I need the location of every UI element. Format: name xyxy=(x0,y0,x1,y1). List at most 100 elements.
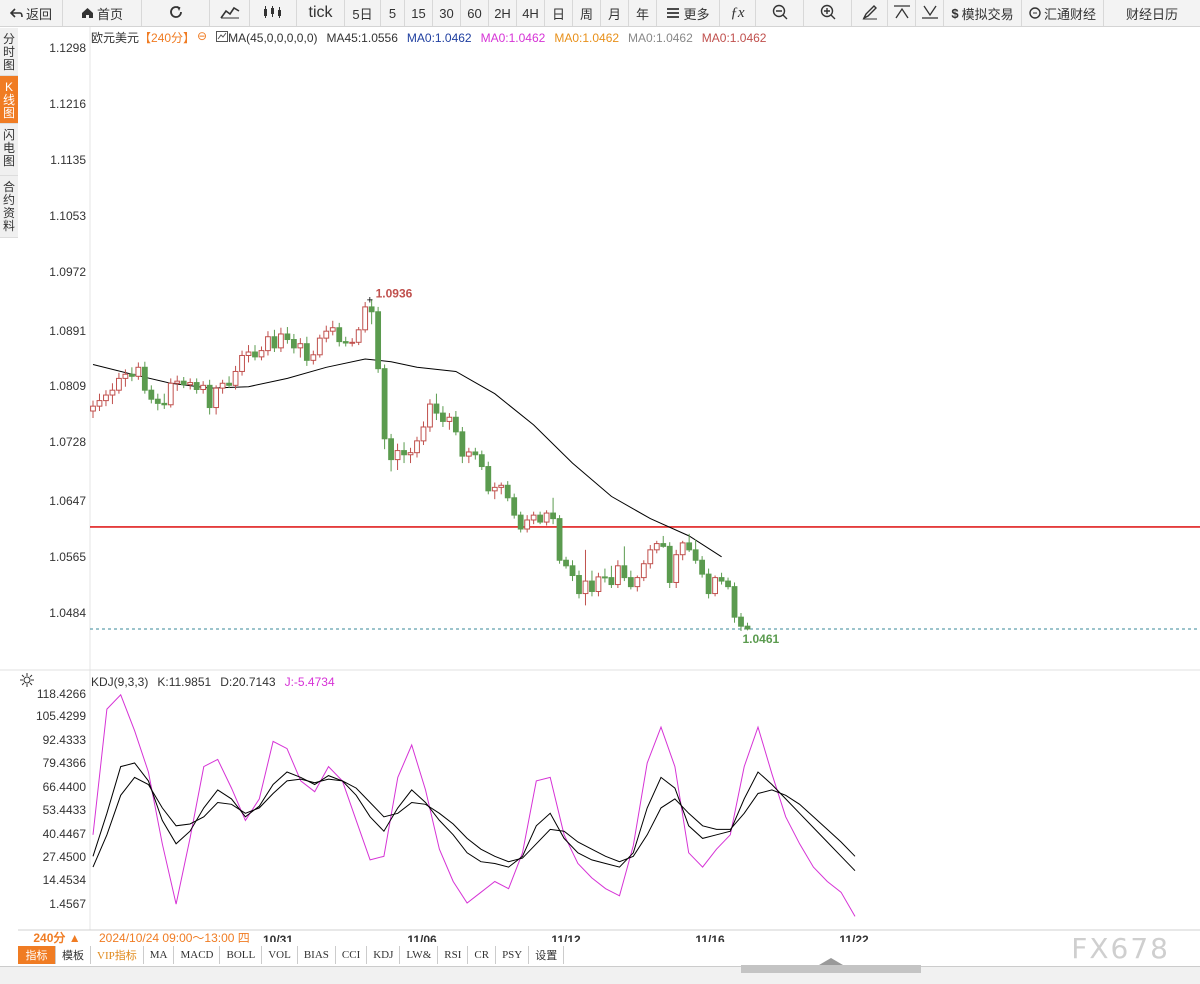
candle-body xyxy=(686,542,693,551)
tab-lw[interactable]: LW& xyxy=(400,946,439,964)
date-tick-label: 11/22 xyxy=(839,933,869,942)
period-week-button[interactable]: 周 xyxy=(573,0,601,26)
candle-body xyxy=(388,438,394,461)
candle-body xyxy=(744,625,751,630)
period-2h-button[interactable]: 2H xyxy=(489,0,517,26)
candle-body xyxy=(303,343,310,361)
candle-body xyxy=(375,311,382,370)
tab-cr[interactable]: CR xyxy=(468,946,497,964)
chart-area[interactable]: 1.1298 1.1216 1.1135 1.1053 1.0972 1.0891 1.08… xyxy=(0,27,1200,942)
period-month-button[interactable]: 月 xyxy=(601,0,629,26)
candle-body xyxy=(407,452,414,456)
tab-flash-chart[interactable]: 闪电图 xyxy=(0,124,18,176)
period-year-button[interactable]: 年 xyxy=(629,0,657,26)
draw-up-button[interactable] xyxy=(888,0,916,26)
date-tick-label: 11/16 xyxy=(695,933,725,942)
period-30-button[interactable]: 30 xyxy=(433,0,461,26)
candle-body xyxy=(446,416,453,422)
zoom-out-button[interactable] xyxy=(756,0,804,26)
candle-body xyxy=(167,382,174,406)
ma0-value-c: MA0:1.0462 xyxy=(554,30,620,45)
candle-body xyxy=(401,450,407,456)
kdj-settings-icon[interactable] xyxy=(20,673,34,690)
tick-button[interactable]: tick xyxy=(297,0,345,26)
tab-indicator[interactable]: 指标 xyxy=(18,946,56,964)
candle-body xyxy=(284,333,291,341)
high-marker-icon: + xyxy=(367,294,373,306)
candle-body xyxy=(725,580,731,588)
candle-body xyxy=(161,402,168,406)
candle-body xyxy=(660,543,667,547)
kdj-tick-label: 27.4500 xyxy=(43,850,87,864)
draw-pen-button[interactable] xyxy=(852,0,888,26)
candle-body xyxy=(504,484,511,499)
huitong-button[interactable]: 汇通财经 xyxy=(1022,0,1104,26)
tab-vip-indicator[interactable]: VIP指标 xyxy=(91,946,144,964)
tab-bias[interactable]: BIAS xyxy=(297,946,336,964)
formula-button[interactable]: ƒx xyxy=(720,0,756,26)
period-badge[interactable]: 240分 ▲ xyxy=(33,930,81,945)
ma0-value-d: MA0:1.0462 xyxy=(628,30,693,45)
tab-rsi[interactable]: RSI xyxy=(438,946,469,964)
price-tick-label: 1.1135 xyxy=(50,153,86,167)
chart-canvas[interactable]: 1.1298 1.1216 1.1135 1.1053 1.0972 1.0891 1.08… xyxy=(0,27,1200,942)
candle-body xyxy=(718,577,725,582)
tab-boll[interactable]: BOLL xyxy=(220,946,263,964)
refresh-button[interactable] xyxy=(142,0,210,26)
home-button[interactable]: 首页 xyxy=(63,0,142,26)
tab-time-chart[interactable]: 分时图 xyxy=(0,28,18,76)
period-60-button[interactable]: 60 xyxy=(461,0,489,26)
price-tick-label: 1.0972 xyxy=(49,265,86,279)
kdj-tick-label: 79.4366 xyxy=(43,756,87,770)
tab-cci[interactable]: CCI xyxy=(335,946,368,964)
candle-body xyxy=(537,514,544,523)
refresh-icon xyxy=(168,4,184,23)
date-tick-label: 11/06 xyxy=(407,933,437,942)
period-day-button[interactable]: 日 xyxy=(545,0,573,26)
five-day-button[interactable]: 5日 xyxy=(345,0,381,26)
tab-settings[interactable]: 设置 xyxy=(529,946,565,964)
candle-body xyxy=(278,333,284,349)
tab-psy[interactable]: PSY xyxy=(496,946,530,964)
tab-contract-info[interactable]: 合约资料 xyxy=(0,176,18,238)
candle-body xyxy=(647,549,654,565)
candle-body xyxy=(550,512,556,520)
main-legend: 欧元美元 【240分】 ⊖ MA(45,0,0,0,0,0) MA45:1.0556… xyxy=(91,29,766,46)
candle-body xyxy=(116,377,122,391)
more-button[interactable]: 更多 xyxy=(657,0,720,26)
candle-body xyxy=(459,431,466,457)
price-tick-label: 1.0809 xyxy=(49,379,86,393)
kdj-j-line xyxy=(92,693,856,917)
tab-vol[interactable]: VOL xyxy=(262,946,298,964)
candle-body xyxy=(705,573,712,595)
period-4h-button[interactable]: 4H xyxy=(517,0,545,26)
sim-trade-button[interactable]: $ 模拟交易 xyxy=(944,0,1022,26)
draw-down-button[interactable] xyxy=(916,0,944,26)
triangle-up-icon xyxy=(893,4,911,22)
ma-settings-icon[interactable] xyxy=(216,30,229,45)
back-button[interactable]: 返回 xyxy=(0,0,63,26)
tab-ma[interactable]: MA xyxy=(143,946,175,964)
line-chart-button[interactable] xyxy=(210,0,250,26)
tab-template[interactable]: 模板 xyxy=(56,946,91,964)
kdj-k-line xyxy=(92,762,856,872)
candlestick-button[interactable] xyxy=(250,0,297,26)
period-15-button[interactable]: 15 xyxy=(405,0,433,26)
scroll-collapse-icon[interactable] xyxy=(819,958,843,965)
tab-macd[interactable]: MACD xyxy=(174,946,221,964)
candle-body xyxy=(712,577,718,595)
kdj-d: D:20.7143 xyxy=(220,674,276,689)
price-tick-label: 1.1298 xyxy=(49,41,86,55)
zoom-in-button[interactable] xyxy=(804,0,852,26)
period-5-button[interactable]: 5 xyxy=(381,0,405,26)
horizontal-scrollbar[interactable] xyxy=(741,965,921,973)
tab-kdj[interactable]: KDJ xyxy=(367,946,401,964)
candle-body xyxy=(252,351,258,358)
home-icon xyxy=(81,7,94,19)
candle-body xyxy=(394,450,401,461)
candle-body xyxy=(614,565,621,586)
top-toolbar: 返回 首页 tick 5日 5 15 30 60 2H 4H 日 周 月 年 更… xyxy=(0,0,1200,27)
calendar-button[interactable]: 财经日历 xyxy=(1125,6,1178,22)
candle-body xyxy=(498,484,505,488)
